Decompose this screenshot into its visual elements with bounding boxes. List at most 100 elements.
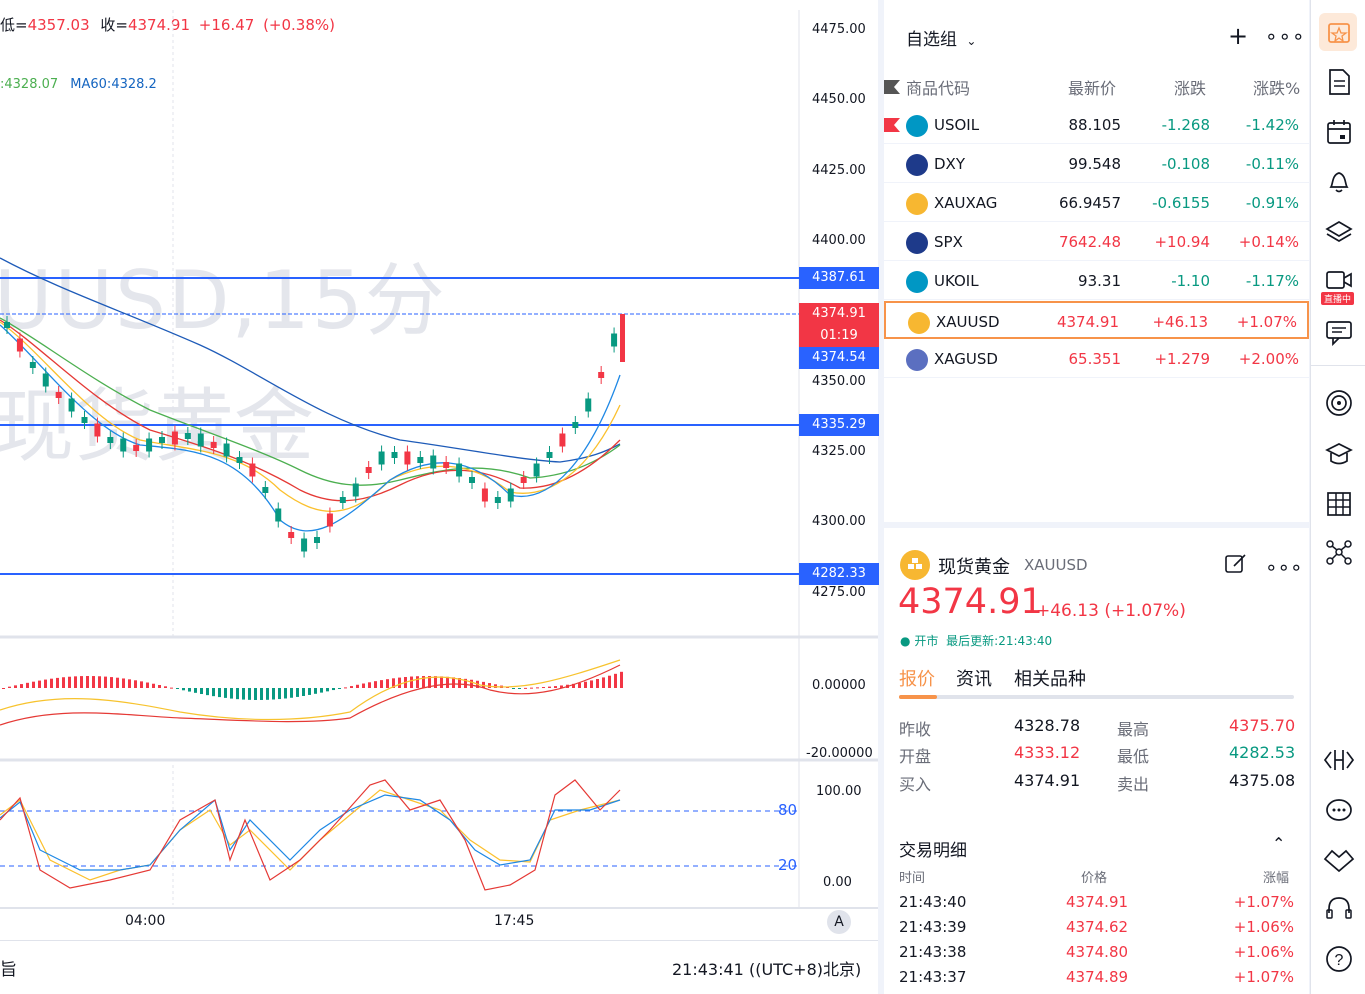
trade-row: 21:43:39 4374.62 +1.06%	[884, 918, 1309, 942]
chevron-down-icon: ⌄	[966, 34, 977, 48]
macd-bar	[350, 686, 353, 688]
candle-body	[520, 477, 527, 483]
grid-icon[interactable]	[1325, 490, 1353, 518]
watchlist-row-dxy[interactable]: DXY 99.548 -0.108 -0.11%	[884, 145, 1309, 183]
candle-body	[94, 423, 101, 437]
edit-icon[interactable]	[1224, 552, 1248, 576]
macd-bar	[284, 688, 287, 699]
macd-bar	[344, 687, 347, 689]
trade-price: 4374.89	[1066, 968, 1129, 986]
watchlist-row-xagusd[interactable]: XAGUSD 65.351 +1.279 +2.00%	[884, 340, 1309, 378]
watchlist-row-spx[interactable]: SPX 7642.48 +10.94 +0.14%	[884, 223, 1309, 261]
macd-bar	[2, 688, 5, 689]
col-last[interactable]: 最新价	[1068, 79, 1117, 98]
macd-line	[0, 664, 621, 726]
document-icon[interactable]	[1326, 68, 1352, 96]
network-icon[interactable]	[1325, 538, 1353, 566]
price-axis-label: 4300.00	[812, 514, 866, 529]
chart-area[interactable]: 低=4357.03 收=4374.91 +16.47 (+0.38%) :432…	[0, 0, 879, 994]
macd-bar	[560, 685, 563, 688]
tab-track	[899, 695, 1294, 699]
watermark-name: 现货黄金	[0, 380, 314, 473]
macd-bar	[524, 687, 527, 689]
watchlist-symbol: SPX	[934, 233, 963, 251]
macd-bar	[122, 678, 125, 688]
macd-bar	[488, 683, 491, 688]
tab-quote[interactable]: 报价	[899, 669, 935, 690]
help-icon[interactable]: ?	[1325, 945, 1353, 973]
current-price-tag: 4374.91 01:19	[799, 303, 879, 347]
bottom-left-glyph[interactable]: 旨	[0, 960, 17, 980]
watchlist-row-ukoil[interactable]: UKOIL 93.31 -1.10 -1.17%	[884, 262, 1309, 300]
calendar-icon[interactable]	[1326, 118, 1352, 146]
candle-body	[16, 338, 23, 352]
red-flag-icon[interactable]	[884, 118, 900, 132]
layers-icon[interactable]	[1325, 218, 1353, 246]
macd-bar	[260, 688, 263, 700]
tab-news[interactable]: 资讯	[956, 669, 992, 690]
watchlist-row-usoil[interactable]: USOIL 88.105 -1.268 -1.42%	[884, 106, 1309, 144]
col-change-pct[interactable]: 涨跌%	[1253, 79, 1301, 98]
auto-scale-button[interactable]: A	[827, 910, 851, 934]
detail-more-icon[interactable]: ∘∘∘	[1265, 555, 1303, 579]
bell-icon[interactable]	[1326, 167, 1352, 195]
flag-column-icon[interactable]	[884, 80, 900, 94]
candle-body	[288, 532, 295, 538]
level-tag-4282[interactable]: 4282.33	[799, 563, 879, 585]
detail-change-abs: +46.13	[1036, 601, 1099, 621]
col-symbol[interactable]: 商品代码	[906, 79, 971, 98]
level-tag-4374[interactable]: 4374.54	[799, 347, 879, 369]
level-tag-4387[interactable]: 4387.61	[799, 267, 879, 289]
handshake-icon[interactable]	[1323, 845, 1355, 873]
code-icon[interactable]	[1323, 746, 1355, 774]
stoch-level-80-label: 80	[778, 801, 798, 819]
macd-bar	[110, 677, 113, 688]
macd-bar	[194, 688, 197, 693]
add-symbol-icon[interactable]: +	[1228, 22, 1249, 50]
watchlist-change: +46.13	[1152, 313, 1208, 331]
collapse-chevron-icon[interactable]: ⌃	[1272, 834, 1286, 853]
change-pct: (+0.38%)	[263, 16, 336, 34]
panel-divider[interactable]	[884, 522, 1309, 528]
ma-legend: :4328.07 MA60:4328.2	[0, 77, 157, 92]
trade-pct: +1.07%	[1233, 968, 1294, 986]
more-options-icon[interactable]: ∘∘∘	[1265, 24, 1306, 48]
macd-bar	[104, 676, 107, 688]
comment-icon[interactable]	[1325, 796, 1353, 824]
macd-bar	[140, 681, 143, 688]
macd-bar	[440, 676, 443, 688]
live-video-icon[interactable]	[1325, 268, 1353, 292]
high-label: 最高	[1117, 720, 1150, 739]
alert-icon[interactable]	[1326, 18, 1352, 46]
symbol-logo-icon	[906, 193, 928, 215]
ask-value: 4375.08	[1229, 771, 1296, 790]
target-icon[interactable]	[1325, 389, 1353, 417]
watchlist-symbol: DXY	[934, 155, 965, 173]
candlesticks[interactable]	[4, 314, 625, 558]
macd-bar	[428, 676, 431, 688]
watchlist-group-selector[interactable]: 自选组 ⌄	[906, 25, 976, 50]
watchlist-change: -1.268	[1161, 116, 1210, 134]
col-change[interactable]: 涨跌	[1174, 79, 1207, 98]
price-chart[interactable]	[0, 0, 878, 994]
clock-display[interactable]: 21:43:41 ((UTC+8)北京)	[672, 956, 861, 980]
macd-bar	[134, 680, 137, 688]
watchlist-row-xauxag[interactable]: XAUXAG 66.9457 -0.6155 -0.91%	[884, 184, 1309, 222]
tab-related[interactable]: 相关品种	[1014, 669, 1086, 690]
macd-bar	[338, 688, 341, 689]
candle-body	[133, 445, 140, 451]
ma60-value: MA60:4328.2	[70, 77, 157, 92]
watchlist-change: +1.279	[1154, 350, 1210, 368]
chat-icon[interactable]	[1325, 318, 1353, 346]
level-tag-4335[interactable]: 4335.29	[799, 414, 879, 436]
svg-text:?: ?	[1335, 952, 1344, 969]
education-icon[interactable]	[1325, 440, 1353, 468]
candle-body	[107, 437, 114, 443]
macd-bar	[302, 688, 305, 696]
watchlist-row-xauusd[interactable]: XAUUSD 4374.91 +46.13 +1.07%	[884, 301, 1309, 339]
macd-bar	[470, 679, 473, 688]
watchlist-change-pct: +0.14%	[1238, 233, 1299, 251]
ma-red-line	[0, 319, 621, 502]
headset-icon[interactable]	[1325, 895, 1353, 923]
candle-body	[275, 508, 282, 522]
